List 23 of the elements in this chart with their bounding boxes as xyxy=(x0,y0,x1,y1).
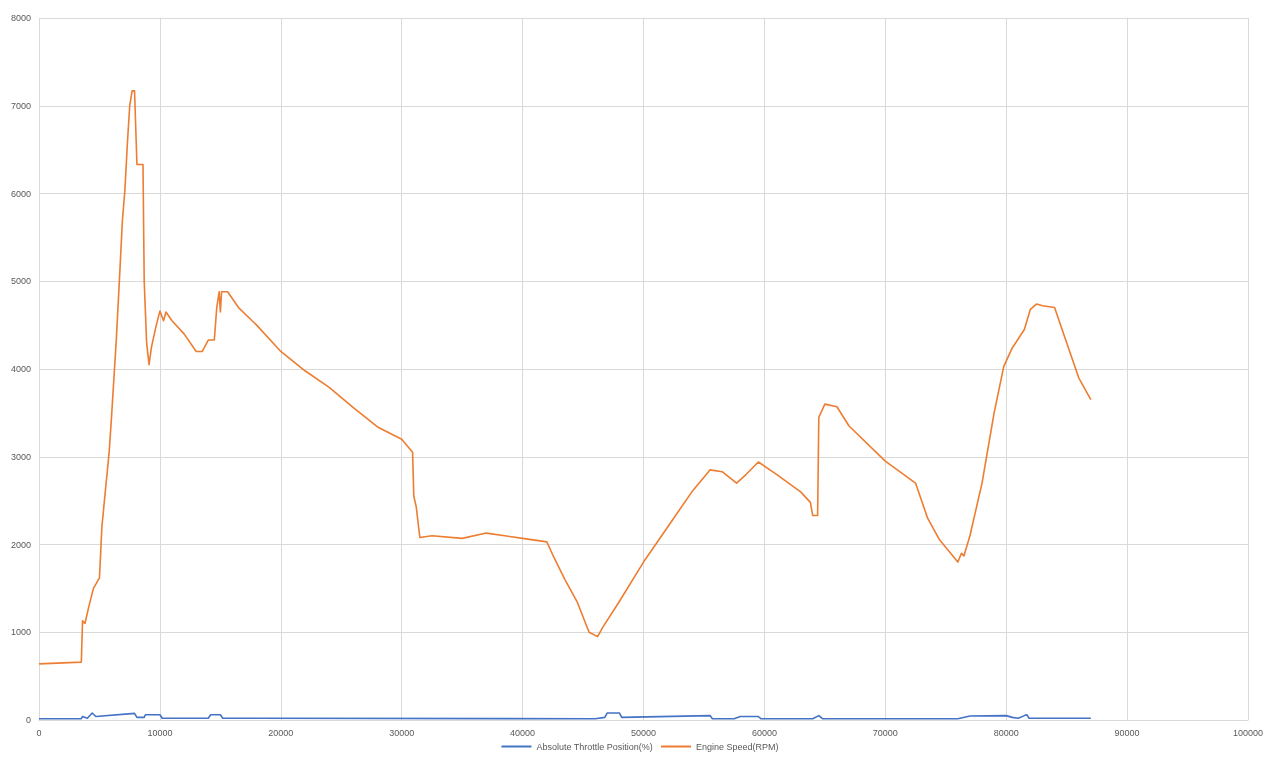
x-tick-label: 100000 xyxy=(1232,727,1264,738)
x-tick-label: 90000 xyxy=(1114,727,1140,738)
y-tick-label: 5000 xyxy=(10,276,32,287)
x-tick-label: 10000 xyxy=(147,727,173,738)
x-tick-label: 50000 xyxy=(631,727,657,738)
y-tick-label: 6000 xyxy=(10,188,32,199)
x-tick-label: 70000 xyxy=(872,727,898,738)
x-tick-label: 40000 xyxy=(510,727,536,738)
y-tick-label: 1000 xyxy=(10,627,32,638)
x-tick-label: 0 xyxy=(36,727,42,738)
y-tick-label: 7000 xyxy=(10,100,32,111)
x-tick-label: 20000 xyxy=(268,727,294,738)
y-tick-label: 3000 xyxy=(10,451,32,462)
x-tick-label: 30000 xyxy=(389,727,415,738)
y-tick-label: 8000 xyxy=(10,13,32,23)
x-tick-label: 80000 xyxy=(993,727,1019,738)
y-tick-label: 4000 xyxy=(10,364,32,374)
y-tick-label: 2000 xyxy=(10,539,32,550)
legend-label: Engine Speed(RPM) xyxy=(696,741,779,752)
x-tick-label: 60000 xyxy=(751,727,777,738)
legend-label: Absolute Throttle Position(%) xyxy=(536,741,653,752)
y-tick-label: 0 xyxy=(26,715,32,725)
line-series xyxy=(38,90,1092,665)
